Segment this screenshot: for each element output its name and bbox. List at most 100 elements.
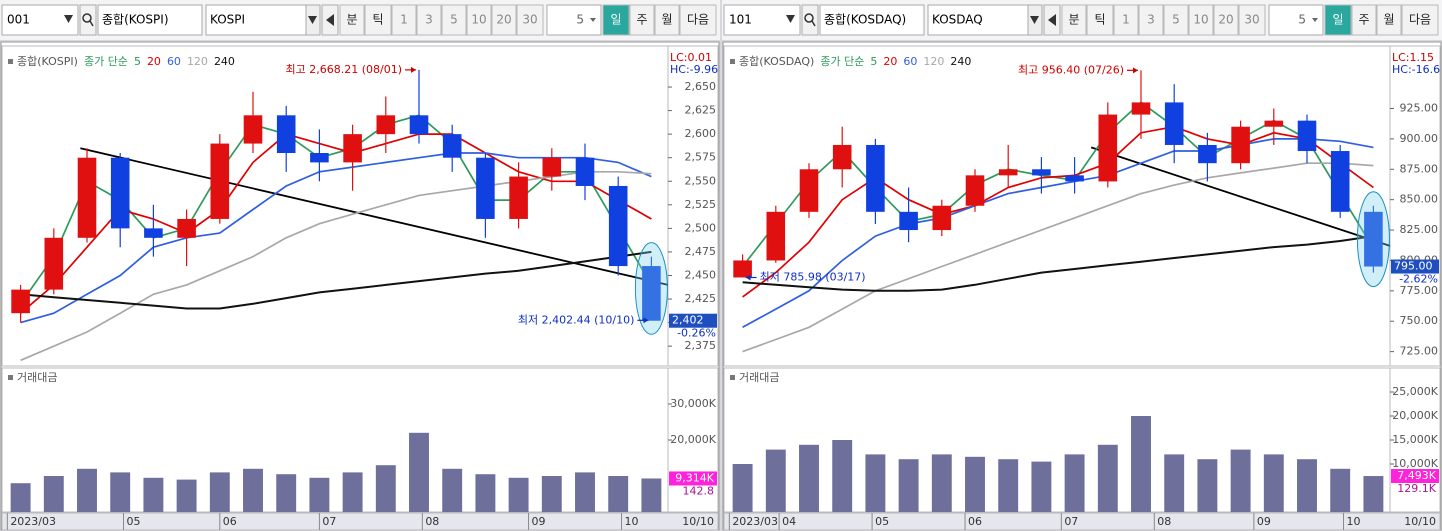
volume-bar (309, 477, 330, 512)
button[interactable] (1213, 4, 1239, 36)
last-volume-box (669, 471, 717, 486)
y-tick-label: 825.00 (1400, 223, 1439, 236)
dropdown-arrow[interactable] (786, 15, 795, 23)
button[interactable] (364, 4, 392, 36)
moving-average (20, 170, 652, 362)
x-tick-label: 07 (1064, 515, 1078, 528)
button-label: 월 (1383, 13, 1394, 27)
candle-body (210, 143, 230, 219)
candle-body (1364, 211, 1383, 267)
legend-entry: 60 (903, 55, 917, 68)
y-tick-label: 2,500 (685, 221, 717, 234)
index-select[interactable] (205, 4, 307, 36)
candle-body (799, 169, 819, 212)
button[interactable] (654, 4, 680, 36)
x-tick-label: 09 (532, 515, 546, 528)
count-arrow (590, 18, 596, 22)
y-tick-label: 2,650 (685, 80, 717, 93)
code-text: 101 (729, 13, 752, 27)
button-label: 5 (450, 13, 458, 27)
volume-bar (1197, 459, 1218, 512)
button-label: 일 (1332, 13, 1343, 27)
button-label: 틱 (372, 13, 383, 27)
button-label: 분 (1068, 13, 1079, 27)
last-volume: 7,493K (1397, 469, 1436, 482)
volume-bar (1097, 444, 1118, 512)
volume-bar (342, 472, 363, 512)
dropdown-arrow[interactable] (64, 15, 73, 23)
button-label: 다음 (687, 13, 709, 27)
candle-body (1264, 120, 1284, 127)
y-tick-label: 875.00 (1400, 162, 1439, 175)
x-tick-label: 05 (875, 515, 889, 528)
y-tick-label: 2,600 (685, 127, 717, 140)
search-button[interactable] (79, 4, 97, 36)
button[interactable] (491, 4, 517, 36)
button[interactable] (1138, 4, 1164, 36)
corner-label: HC:-9.96 (670, 63, 718, 76)
button[interactable] (1086, 4, 1114, 36)
legend-entry: 20 (883, 55, 897, 68)
button[interactable] (516, 4, 544, 36)
button[interactable] (1188, 4, 1214, 36)
button[interactable] (1061, 4, 1087, 36)
y-tick-label: 10,000K (1392, 457, 1438, 470)
button-label: 월 (661, 13, 672, 27)
annotation-text: 최고 956.40 (07/26) (1018, 63, 1124, 76)
button[interactable] (1324, 4, 1352, 36)
button-label: 일 (610, 13, 621, 27)
last-price-box (669, 313, 717, 328)
candle-body (1032, 169, 1051, 176)
corner-label: LC:1.15 (1392, 51, 1434, 64)
button[interactable] (466, 4, 492, 36)
name-box (819, 4, 925, 36)
button[interactable] (1238, 4, 1266, 36)
index-text: KOSPI (210, 13, 245, 27)
index-select[interactable] (927, 4, 1029, 36)
volume-bar (898, 459, 919, 512)
button[interactable] (1113, 4, 1139, 36)
button[interactable] (679, 4, 717, 36)
x-tick-label: 09 (1257, 515, 1271, 528)
button[interactable] (629, 4, 655, 36)
legend-entry: 240 (950, 55, 971, 68)
y-tick-label: 850.00 (1400, 193, 1439, 206)
y-tick-label: 775.00 (1400, 284, 1439, 297)
button[interactable] (1376, 4, 1402, 36)
candle-body (866, 144, 885, 212)
candle-body (144, 228, 163, 238)
legend-entry: 240 (214, 55, 235, 68)
volume-bar (43, 476, 64, 512)
y-tick-label: 25,000K (1392, 385, 1438, 398)
search-icon (811, 20, 816, 27)
button-label: 10 (1193, 13, 1208, 27)
x-tick-label: 10 (1347, 515, 1361, 528)
button[interactable] (416, 4, 442, 36)
button[interactable] (1351, 4, 1377, 36)
legend-entry: 종가 단순 (820, 55, 864, 68)
code-input[interactable] (1, 4, 79, 36)
y-tick-label: 925.00 (1400, 101, 1439, 114)
last-volume: 9,314K (675, 471, 714, 484)
button-label: 분 (346, 13, 357, 27)
volume-bar (1263, 454, 1284, 512)
legend-entry: 5 (134, 55, 141, 68)
button[interactable] (339, 4, 365, 36)
legend-icon (730, 375, 735, 380)
candle-body (77, 157, 97, 238)
legend-entry: 20 (147, 55, 161, 68)
volume-bar (799, 444, 819, 512)
volume-bar (442, 468, 463, 512)
search-button[interactable] (801, 4, 819, 36)
legend-entry: 60 (167, 55, 181, 68)
button[interactable] (1401, 4, 1439, 36)
change-label: -0.26% (677, 327, 716, 340)
button[interactable] (602, 4, 630, 36)
name-text: 종합(KOSDAQ) (824, 13, 906, 27)
button[interactable] (441, 4, 467, 36)
code-input[interactable] (723, 4, 801, 36)
candle-body (442, 134, 462, 158)
annotation-text: 최저 785.98 (03/17) (760, 270, 866, 283)
button[interactable] (1163, 4, 1189, 36)
button[interactable] (391, 4, 417, 36)
